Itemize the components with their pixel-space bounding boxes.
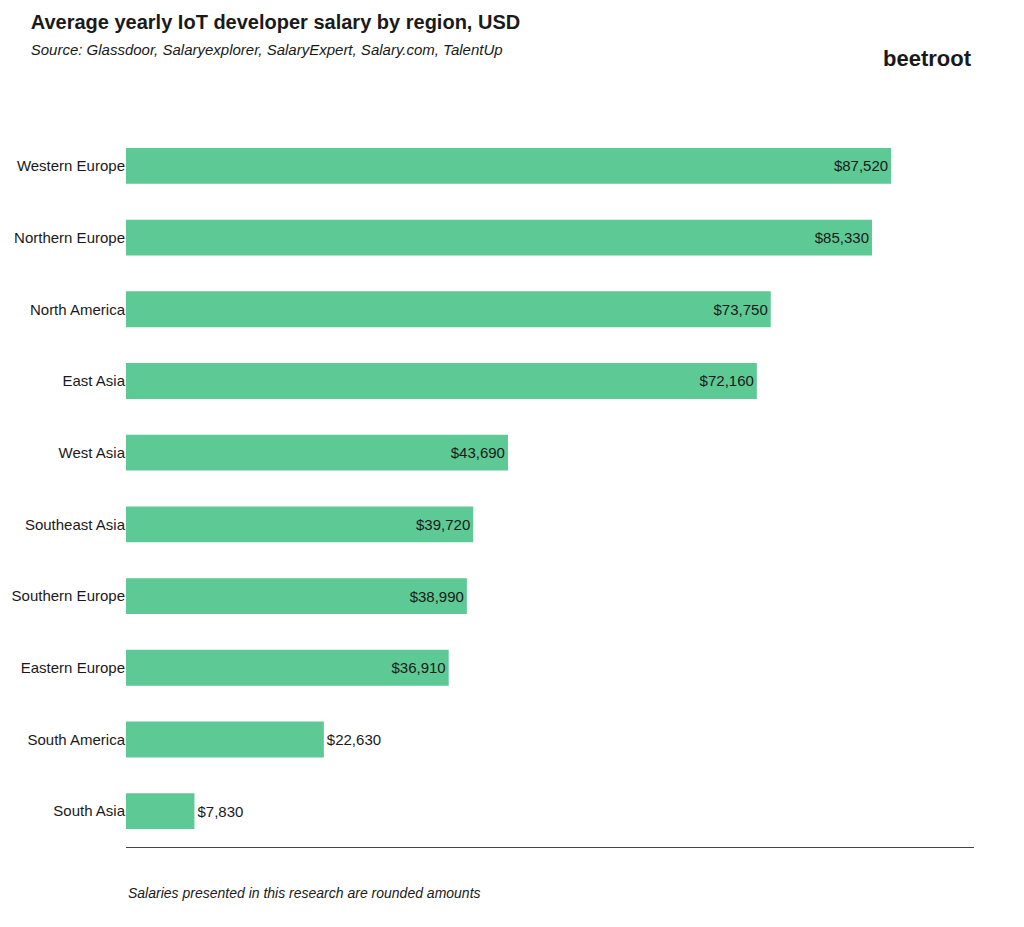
- svg-text:West Asia: West Asia: [59, 444, 126, 461]
- svg-text:$87,520: $87,520: [834, 157, 888, 174]
- svg-text:$73,750: $73,750: [714, 301, 768, 318]
- svg-text:$36,910: $36,910: [391, 659, 445, 676]
- svg-text:Salaries presented in this res: Salaries presented in this research are …: [128, 885, 481, 901]
- svg-text:$72,160: $72,160: [700, 372, 754, 389]
- svg-text:South Asia: South Asia: [53, 802, 125, 819]
- svg-text:$39,720: $39,720: [416, 516, 470, 533]
- svg-text:$43,690: $43,690: [451, 444, 505, 461]
- svg-text:$85,330: $85,330: [815, 229, 869, 246]
- svg-text:Southeast Asia: Southeast Asia: [25, 516, 126, 533]
- svg-text:$38,990: $38,990: [410, 588, 464, 605]
- svg-text:Southern Europe: Southern Europe: [12, 587, 125, 604]
- svg-text:Average yearly IoT developer s: Average yearly IoT developer salary by r…: [31, 11, 520, 58]
- svg-text:South America: South America: [27, 731, 125, 748]
- svg-text:Northern Europe: Northern Europe: [14, 229, 125, 246]
- svg-text:beetroot: beetroot: [883, 46, 972, 71]
- svg-text:North America: North America: [30, 301, 126, 318]
- svg-text:Western Europe: Western Europe: [17, 157, 125, 174]
- svg-text:$7,830: $7,830: [197, 803, 243, 820]
- svg-text:$22,630: $22,630: [327, 731, 381, 748]
- svg-text:East Asia: East Asia: [62, 372, 125, 389]
- svg-text:Eastern Europe: Eastern Europe: [21, 659, 125, 676]
